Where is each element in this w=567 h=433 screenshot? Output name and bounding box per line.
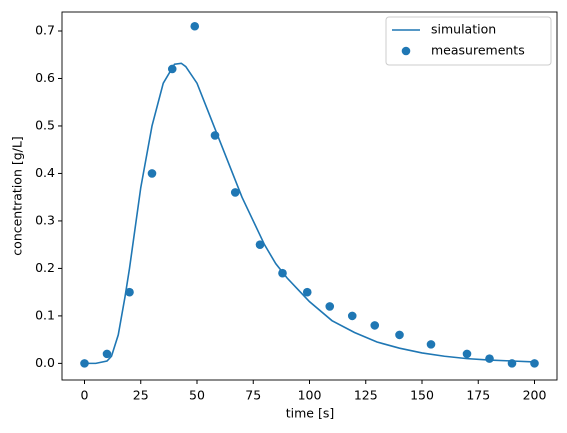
point bbox=[370, 321, 380, 330]
point bbox=[102, 349, 112, 359]
y-tick-label: 0.5 bbox=[35, 117, 55, 132]
x-tick-label: 100 bbox=[298, 388, 322, 403]
legend-box bbox=[385, 16, 552, 66]
line bbox=[84, 62, 535, 365]
legend-label: measurements bbox=[431, 43, 525, 58]
point bbox=[125, 287, 134, 297]
point bbox=[507, 359, 517, 368]
y-tick-label: 0.1 bbox=[35, 307, 55, 322]
point bbox=[80, 359, 89, 368]
y-tick-label: 0.0 bbox=[35, 355, 55, 370]
point bbox=[147, 169, 157, 178]
point bbox=[255, 240, 265, 249]
axes-frame bbox=[61, 11, 558, 381]
point bbox=[167, 64, 177, 74]
x-tick-label: 0 bbox=[81, 388, 89, 403]
point bbox=[347, 311, 357, 321]
point bbox=[530, 359, 539, 368]
point bbox=[325, 302, 335, 311]
y-tick-label: 0.2 bbox=[35, 260, 55, 275]
point bbox=[190, 21, 200, 31]
point bbox=[302, 287, 312, 297]
x-tick-label: 200 bbox=[523, 388, 547, 403]
y-axis-label: concentration [g/L] bbox=[10, 136, 25, 255]
point bbox=[395, 330, 404, 340]
legend-marker bbox=[401, 46, 411, 56]
x-axis-label: time [s] bbox=[286, 406, 334, 421]
x-tick-label: 50 bbox=[189, 388, 205, 403]
y-tick-label: 0.7 bbox=[35, 22, 55, 37]
point bbox=[426, 340, 436, 349]
point bbox=[485, 354, 494, 363]
x-tick-label: 75 bbox=[245, 388, 261, 403]
point bbox=[462, 349, 472, 359]
y-tick-label: 0.6 bbox=[35, 70, 55, 85]
x-tick-label: 175 bbox=[466, 388, 490, 403]
point bbox=[210, 131, 220, 140]
legend-label: simulation bbox=[431, 22, 496, 37]
y-tick-label: 0.4 bbox=[35, 165, 55, 180]
x-tick-label: 25 bbox=[133, 388, 149, 403]
y-tick-label: 0.3 bbox=[35, 212, 55, 227]
point bbox=[278, 268, 287, 278]
x-tick-label: 125 bbox=[354, 388, 378, 403]
x-tick-label: 150 bbox=[410, 388, 434, 403]
point bbox=[230, 188, 240, 197]
